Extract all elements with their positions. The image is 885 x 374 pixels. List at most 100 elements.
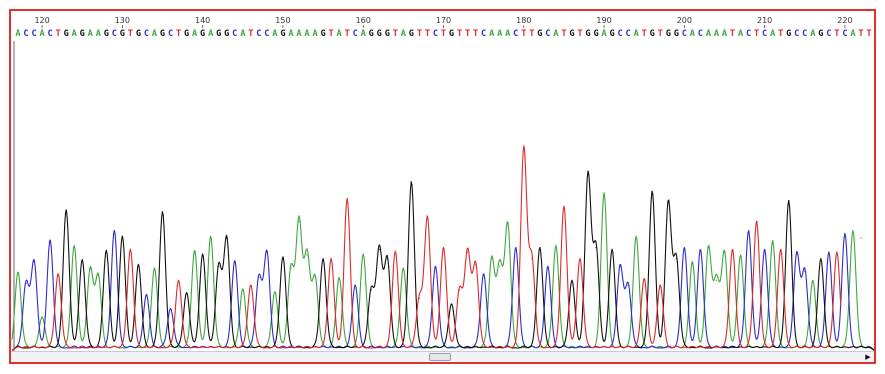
peak-apex-218 [828, 251, 830, 253]
peak-apex-170 [442, 247, 445, 249]
base-call-221: A [850, 29, 856, 39]
base-call-192: C [618, 29, 623, 39]
base-call-215: C [802, 29, 807, 39]
peak-apex-142 [218, 265, 220, 267]
peak-apex-174 [475, 263, 477, 266]
position-tick-label-210: 210 [757, 16, 772, 25]
base-call-203: A [706, 29, 712, 39]
peak-apex-128 [105, 249, 107, 252]
base-call-132: G [136, 29, 141, 39]
base-call-201: A [690, 29, 696, 39]
base-call-223: T [866, 29, 871, 39]
position-tick-label-160: 160 [356, 16, 371, 25]
base-call-187: T [577, 29, 582, 39]
peak-apex-150 [282, 256, 284, 258]
base-call-174: T [473, 29, 478, 39]
peak-apex-214 [796, 253, 798, 255]
base-call-123: G [64, 29, 69, 39]
peak-apex-125 [81, 259, 83, 261]
base-call-204: A [714, 29, 720, 39]
base-call-140: G [200, 29, 205, 39]
peak-apex-122 [57, 273, 59, 275]
peak-apex-180 [523, 148, 525, 150]
peak-apex-206 [731, 248, 734, 251]
peak-apex-155 [322, 258, 324, 260]
base-call-146: T [248, 29, 253, 39]
peak-apex-168 [426, 216, 429, 219]
base-call-161: G [369, 29, 374, 39]
base-call-188: G [585, 29, 590, 39]
base-call-175: C [481, 29, 486, 39]
peak-apex-140 [202, 253, 204, 255]
peak-apex-207 [739, 254, 742, 256]
peak-apex-151 [290, 267, 292, 269]
peak-apex-193 [627, 284, 629, 286]
peak-apex-182 [539, 247, 541, 249]
scroll-right-arrow-icon[interactable]: ▶ [865, 353, 871, 361]
peak-apex-178 [507, 223, 509, 225]
base-call-134: A [152, 29, 158, 39]
peak-apex-179 [515, 247, 517, 249]
base-call-190: A [601, 29, 607, 39]
peak-apex-215 [804, 270, 806, 272]
peak-apex-123 [65, 209, 67, 211]
peak-apex-211 [772, 240, 774, 242]
base-call-179: C [513, 29, 518, 39]
peak-apex-157 [338, 277, 340, 279]
peak-apex-184 [555, 245, 557, 247]
base-call-133: C [144, 29, 149, 39]
peak-apex-156 [330, 258, 332, 260]
base-call-176: A [489, 29, 495, 39]
base-call-212: T [778, 29, 783, 39]
peak-apex-200 [683, 247, 685, 249]
base-call-128: G [104, 29, 109, 39]
peak-apex-185 [563, 205, 565, 207]
position-tick-label-120: 120 [34, 16, 49, 25]
peak-apex-133 [145, 294, 148, 296]
base-call-200: C [682, 29, 687, 39]
position-tick-label-180: 180 [516, 16, 531, 25]
base-call-130: G [120, 29, 125, 39]
peak-apex-158 [346, 198, 348, 200]
peak-apex-167 [418, 297, 421, 299]
base-call-122: T [56, 29, 61, 39]
base-call-186: G [569, 29, 574, 39]
base-call-138: G [184, 29, 189, 39]
peak-apex-134 [153, 267, 156, 269]
scroll-thumb[interactable] [429, 353, 451, 361]
base-call-139: A [192, 29, 198, 39]
peak-apex-186 [571, 279, 573, 282]
peak-apex-130 [121, 235, 123, 237]
horizontal-scrollbar[interactable]: ▶ [11, 351, 874, 362]
peak-apex-141 [210, 235, 212, 237]
base-call-131: T [128, 29, 133, 39]
peak-apex-124 [73, 245, 75, 247]
peak-apex-131 [129, 248, 131, 251]
base-call-154: A [312, 29, 318, 39]
peak-apex-222 [860, 237, 862, 239]
base-call-220: C [842, 29, 847, 39]
peak-apex-120 [41, 316, 43, 318]
base-call-198: G [666, 29, 671, 39]
peak-apex-117 [17, 271, 19, 273]
base-call-189: G [593, 29, 598, 39]
base-call-181: T [529, 29, 534, 39]
base-call-148: C [264, 29, 269, 39]
peak-apex-126 [89, 268, 91, 270]
peak-apex-219 [836, 251, 838, 253]
base-call-165: A [401, 29, 407, 39]
base-call-144: C [232, 29, 237, 39]
base-call-124: A [72, 29, 78, 39]
peak-apex-118 [25, 282, 27, 284]
peak-apex-204 [715, 279, 718, 282]
peak-apex-132 [137, 263, 140, 266]
base-call-173: T [465, 29, 470, 39]
base-call-137: T [176, 29, 181, 39]
peak-apex-188 [587, 173, 589, 175]
base-call-222: T [858, 29, 863, 39]
base-call-169: C [433, 29, 438, 39]
base-call-149: A [272, 29, 278, 39]
base-call-159: C [353, 29, 358, 39]
base-call-145: A [240, 29, 246, 39]
peak-apex-121 [49, 239, 51, 241]
